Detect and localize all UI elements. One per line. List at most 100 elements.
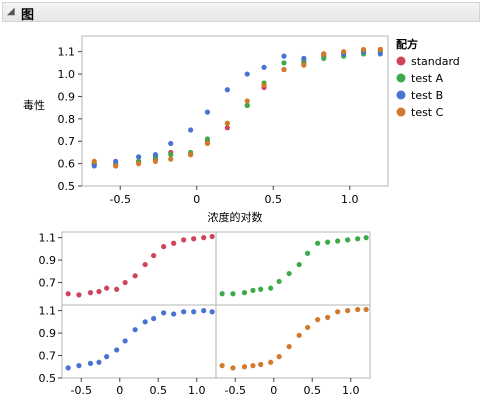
data-point [191, 309, 197, 315]
data-point [76, 292, 82, 298]
data-point [188, 127, 194, 133]
x-tick-label: -0.5 [110, 193, 131, 206]
legend-marker [396, 107, 406, 117]
data-point [168, 152, 174, 158]
data-point [65, 365, 71, 371]
data-point [168, 140, 174, 147]
x-tick-label: 0.5 [304, 384, 322, 397]
data-point [286, 343, 292, 350]
x-tick-label: 0 [270, 384, 277, 397]
data-point [224, 125, 230, 131]
data-point [76, 363, 82, 369]
data-point [209, 233, 215, 240]
data-point [152, 152, 159, 158]
data-point [281, 66, 287, 73]
y-tick-label: 0.9 [39, 254, 57, 267]
data-point [360, 46, 367, 53]
data-point [305, 250, 311, 256]
data-point [377, 46, 383, 53]
data-point [281, 53, 287, 59]
data-point [104, 285, 110, 291]
data-point [114, 347, 120, 353]
graph-panel-header[interactable]: ◢ 图 [2, 2, 480, 23]
x-tick-label: 1.0 [188, 384, 206, 397]
data-point [276, 278, 282, 285]
x-tick-label: -0.5 [225, 384, 246, 397]
data-point [244, 71, 250, 77]
data-point [261, 64, 267, 70]
data-point [65, 291, 71, 297]
y-tick-label: 0.7 [58, 135, 76, 148]
y-tick-label: 1.0 [58, 68, 76, 81]
data-point [301, 62, 307, 68]
x-axis-label: 浓度的对数 [208, 210, 263, 224]
data-point [132, 327, 138, 333]
data-point [341, 49, 347, 55]
x-tick-label: 0 [116, 384, 123, 397]
data-point [335, 309, 341, 315]
legend-entry: standard [411, 55, 460, 68]
data-point [201, 308, 207, 314]
data-point [181, 309, 187, 315]
data-point [377, 51, 383, 57]
data-point [136, 154, 142, 160]
x-tick-label: 1.0 [342, 384, 360, 397]
y-tick-label: 0.6 [58, 158, 76, 171]
data-point [355, 306, 361, 313]
data-point [161, 244, 167, 250]
data-point [114, 286, 120, 292]
data-point [276, 354, 282, 360]
y-tick-label: 0.5 [39, 372, 57, 385]
data-point [355, 236, 361, 242]
data-point [91, 158, 97, 164]
data-point [219, 363, 225, 369]
data-point [96, 359, 102, 365]
data-point [261, 82, 267, 88]
data-point [244, 102, 250, 109]
data-point [250, 363, 256, 369]
data-point [363, 235, 369, 241]
data-point [171, 240, 177, 246]
data-point [258, 286, 264, 292]
data-point [301, 55, 307, 61]
x-tick-label: -0.5 [71, 384, 92, 397]
data-point [268, 285, 274, 291]
data-point [345, 237, 351, 243]
data-point [136, 161, 142, 167]
data-point [325, 314, 331, 320]
data-point [321, 55, 327, 61]
data-point [91, 163, 97, 169]
data-point [321, 51, 327, 57]
data-point [224, 87, 230, 93]
data-point [250, 287, 256, 293]
plot-frame [81, 35, 389, 187]
data-point [305, 324, 311, 331]
data-point [113, 158, 119, 164]
legend-marker [396, 73, 406, 83]
panel-title: 图 [21, 8, 35, 23]
y-tick-label: 0.9 [58, 90, 76, 103]
data-point [241, 290, 248, 296]
data-point [113, 163, 119, 169]
y-tick-label: 1.1 [39, 305, 57, 318]
legend-title: 配方 [396, 37, 418, 51]
data-point [345, 308, 351, 314]
data-point [204, 136, 211, 142]
data-point [325, 239, 331, 245]
legend-marker [396, 90, 406, 100]
data-point [151, 315, 157, 322]
data-point [230, 291, 236, 297]
y-axis-label: 毒性 [23, 98, 45, 112]
data-point [87, 290, 94, 296]
data-point [132, 273, 138, 279]
data-point [122, 279, 128, 286]
data-point [335, 238, 341, 244]
y-tick-label: 1.1 [58, 46, 76, 59]
legend-marker [396, 56, 406, 66]
triangle-down-icon[interactable]: ◢ [7, 6, 15, 17]
x-tick-label: 1.0 [341, 193, 359, 206]
data-point [230, 365, 236, 371]
data-point [258, 361, 264, 368]
y-tick-label: 0.7 [39, 277, 57, 290]
